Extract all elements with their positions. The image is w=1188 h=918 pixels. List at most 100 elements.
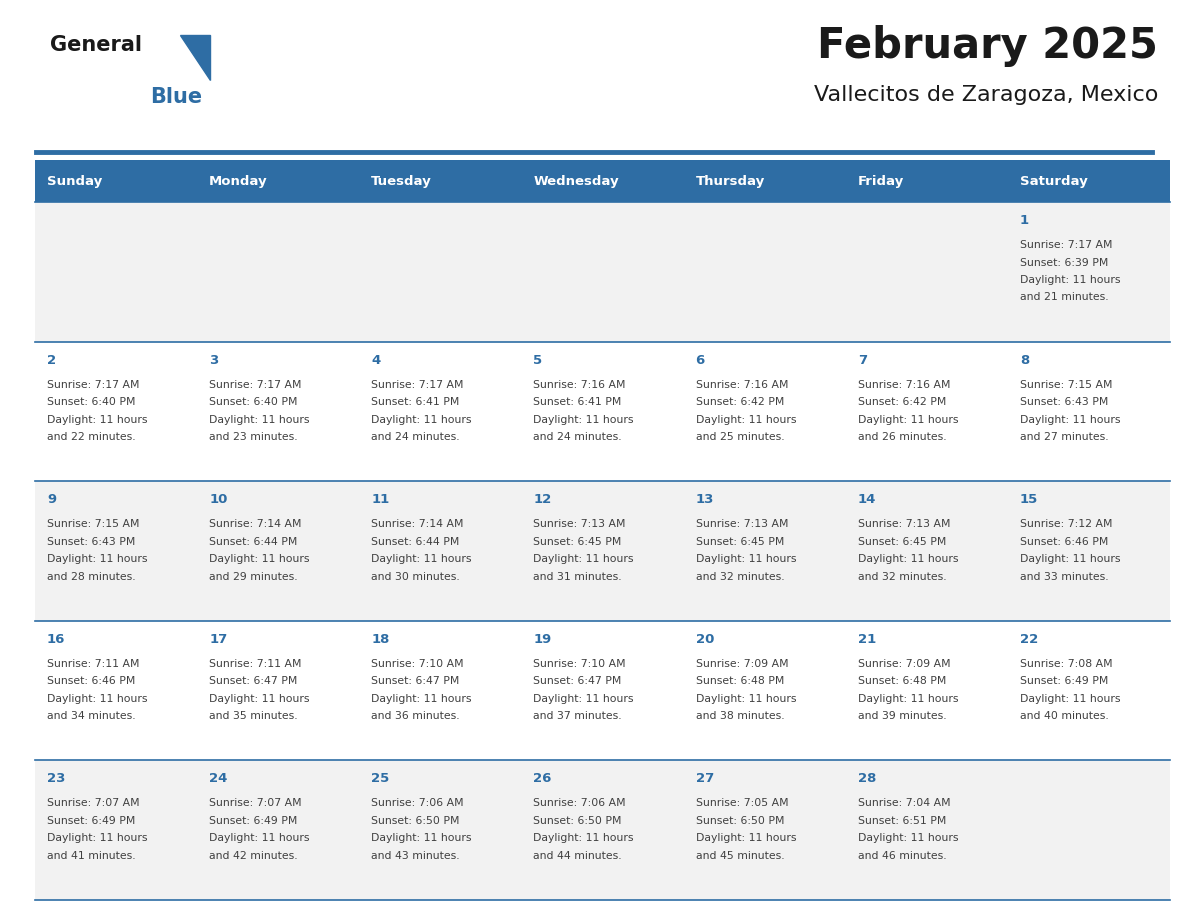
Text: and 39 minutes.: and 39 minutes. bbox=[858, 711, 947, 722]
Text: General: General bbox=[50, 35, 143, 55]
Text: Saturday: Saturday bbox=[1019, 174, 1087, 187]
Text: Sunrise: 7:17 AM: Sunrise: 7:17 AM bbox=[372, 380, 463, 389]
Text: Sunset: 6:39 PM: Sunset: 6:39 PM bbox=[1019, 258, 1108, 267]
Text: Sunrise: 7:08 AM: Sunrise: 7:08 AM bbox=[1019, 659, 1112, 669]
Text: 7: 7 bbox=[858, 353, 867, 366]
Text: 6: 6 bbox=[695, 353, 704, 366]
Text: and 41 minutes.: and 41 minutes. bbox=[48, 851, 135, 861]
Text: Daylight: 11 hours: Daylight: 11 hours bbox=[695, 834, 796, 844]
Text: and 33 minutes.: and 33 minutes. bbox=[1019, 572, 1108, 582]
Text: Sunset: 6:45 PM: Sunset: 6:45 PM bbox=[695, 537, 784, 547]
Text: Daylight: 11 hours: Daylight: 11 hours bbox=[533, 415, 634, 425]
Text: Sunrise: 7:17 AM: Sunrise: 7:17 AM bbox=[209, 380, 302, 389]
Text: Daylight: 11 hours: Daylight: 11 hours bbox=[209, 834, 310, 844]
Text: Sunday: Sunday bbox=[48, 174, 102, 187]
Text: and 44 minutes.: and 44 minutes. bbox=[533, 851, 623, 861]
Text: 23: 23 bbox=[48, 772, 65, 786]
Text: Daylight: 11 hours: Daylight: 11 hours bbox=[858, 415, 959, 425]
Text: Daylight: 11 hours: Daylight: 11 hours bbox=[1019, 415, 1120, 425]
Text: Sunset: 6:50 PM: Sunset: 6:50 PM bbox=[695, 816, 784, 826]
Text: Friday: Friday bbox=[858, 174, 904, 187]
Text: and 27 minutes.: and 27 minutes. bbox=[1019, 432, 1108, 442]
Text: Sunrise: 7:10 AM: Sunrise: 7:10 AM bbox=[372, 659, 463, 669]
Text: 12: 12 bbox=[533, 493, 551, 506]
Text: Sunset: 6:44 PM: Sunset: 6:44 PM bbox=[209, 537, 297, 547]
Text: Sunset: 6:50 PM: Sunset: 6:50 PM bbox=[533, 816, 623, 826]
Text: Daylight: 11 hours: Daylight: 11 hours bbox=[209, 694, 310, 704]
Text: Sunrise: 7:17 AM: Sunrise: 7:17 AM bbox=[1019, 240, 1112, 250]
Text: 3: 3 bbox=[209, 353, 219, 366]
Text: 14: 14 bbox=[858, 493, 876, 506]
Text: and 43 minutes.: and 43 minutes. bbox=[372, 851, 460, 861]
Text: and 25 minutes.: and 25 minutes. bbox=[695, 432, 784, 442]
Text: and 37 minutes.: and 37 minutes. bbox=[533, 711, 623, 722]
Text: and 38 minutes.: and 38 minutes. bbox=[695, 711, 784, 722]
Text: Sunset: 6:51 PM: Sunset: 6:51 PM bbox=[858, 816, 946, 826]
Text: Sunset: 6:40 PM: Sunset: 6:40 PM bbox=[48, 397, 135, 407]
Text: Sunrise: 7:09 AM: Sunrise: 7:09 AM bbox=[858, 659, 950, 669]
Text: Thursday: Thursday bbox=[695, 174, 765, 187]
Text: 1: 1 bbox=[1019, 214, 1029, 227]
Text: 2: 2 bbox=[48, 353, 56, 366]
Text: Wednesday: Wednesday bbox=[533, 174, 619, 187]
Text: 5: 5 bbox=[533, 353, 543, 366]
Text: Daylight: 11 hours: Daylight: 11 hours bbox=[48, 694, 147, 704]
Text: 22: 22 bbox=[1019, 633, 1038, 645]
Text: Sunset: 6:49 PM: Sunset: 6:49 PM bbox=[1019, 677, 1108, 687]
Text: Sunrise: 7:07 AM: Sunrise: 7:07 AM bbox=[209, 799, 302, 809]
Text: Sunrise: 7:15 AM: Sunrise: 7:15 AM bbox=[1019, 380, 1112, 389]
Text: Sunrise: 7:04 AM: Sunrise: 7:04 AM bbox=[858, 799, 950, 809]
Text: and 32 minutes.: and 32 minutes. bbox=[695, 572, 784, 582]
Text: Sunset: 6:49 PM: Sunset: 6:49 PM bbox=[209, 816, 297, 826]
Bar bbox=[34, 481, 1170, 621]
Text: and 32 minutes.: and 32 minutes. bbox=[858, 572, 947, 582]
Text: 17: 17 bbox=[209, 633, 227, 645]
Text: Daylight: 11 hours: Daylight: 11 hours bbox=[1019, 554, 1120, 565]
Text: Sunset: 6:48 PM: Sunset: 6:48 PM bbox=[858, 677, 946, 687]
Text: Sunrise: 7:14 AM: Sunrise: 7:14 AM bbox=[209, 520, 302, 529]
Text: Sunrise: 7:17 AM: Sunrise: 7:17 AM bbox=[48, 380, 139, 389]
Text: 10: 10 bbox=[209, 493, 228, 506]
Text: and 30 minutes.: and 30 minutes. bbox=[372, 572, 460, 582]
Text: Sunrise: 7:11 AM: Sunrise: 7:11 AM bbox=[209, 659, 302, 669]
Text: Sunrise: 7:13 AM: Sunrise: 7:13 AM bbox=[695, 520, 788, 529]
Text: Daylight: 11 hours: Daylight: 11 hours bbox=[858, 694, 959, 704]
Text: February 2025: February 2025 bbox=[817, 25, 1158, 67]
Text: Daylight: 11 hours: Daylight: 11 hours bbox=[48, 834, 147, 844]
Text: Sunset: 6:41 PM: Sunset: 6:41 PM bbox=[372, 397, 460, 407]
Text: Daylight: 11 hours: Daylight: 11 hours bbox=[372, 415, 472, 425]
Text: 19: 19 bbox=[533, 633, 551, 645]
Text: and 34 minutes.: and 34 minutes. bbox=[48, 711, 135, 722]
Text: Daylight: 11 hours: Daylight: 11 hours bbox=[1019, 694, 1120, 704]
Text: Sunrise: 7:11 AM: Sunrise: 7:11 AM bbox=[48, 659, 139, 669]
Polygon shape bbox=[181, 35, 210, 80]
Text: 16: 16 bbox=[48, 633, 65, 645]
Text: Sunset: 6:49 PM: Sunset: 6:49 PM bbox=[48, 816, 135, 826]
Text: Daylight: 11 hours: Daylight: 11 hours bbox=[372, 554, 472, 565]
Text: Sunset: 6:43 PM: Sunset: 6:43 PM bbox=[1019, 397, 1108, 407]
Bar bbox=[34, 621, 1170, 760]
Text: and 26 minutes.: and 26 minutes. bbox=[858, 432, 947, 442]
Text: Daylight: 11 hours: Daylight: 11 hours bbox=[372, 834, 472, 844]
Text: and 42 minutes.: and 42 minutes. bbox=[209, 851, 298, 861]
Text: and 23 minutes.: and 23 minutes. bbox=[209, 432, 298, 442]
Text: and 46 minutes.: and 46 minutes. bbox=[858, 851, 947, 861]
Text: Blue: Blue bbox=[150, 87, 202, 107]
Text: Sunset: 6:46 PM: Sunset: 6:46 PM bbox=[1019, 537, 1108, 547]
Text: and 28 minutes.: and 28 minutes. bbox=[48, 572, 135, 582]
Text: Daylight: 11 hours: Daylight: 11 hours bbox=[533, 834, 634, 844]
Text: 24: 24 bbox=[209, 772, 228, 786]
Text: and 24 minutes.: and 24 minutes. bbox=[372, 432, 460, 442]
Text: 27: 27 bbox=[695, 772, 714, 786]
Text: and 40 minutes.: and 40 minutes. bbox=[1019, 711, 1108, 722]
Text: Sunset: 6:47 PM: Sunset: 6:47 PM bbox=[209, 677, 297, 687]
Text: Daylight: 11 hours: Daylight: 11 hours bbox=[695, 694, 796, 704]
Text: and 31 minutes.: and 31 minutes. bbox=[533, 572, 623, 582]
Text: and 21 minutes.: and 21 minutes. bbox=[1019, 293, 1108, 303]
Text: 8: 8 bbox=[1019, 353, 1029, 366]
Text: Sunrise: 7:13 AM: Sunrise: 7:13 AM bbox=[533, 520, 626, 529]
Text: Daylight: 11 hours: Daylight: 11 hours bbox=[209, 415, 310, 425]
Text: Daylight: 11 hours: Daylight: 11 hours bbox=[695, 554, 796, 565]
Text: 25: 25 bbox=[372, 772, 390, 786]
Text: Sunrise: 7:16 AM: Sunrise: 7:16 AM bbox=[695, 380, 788, 389]
